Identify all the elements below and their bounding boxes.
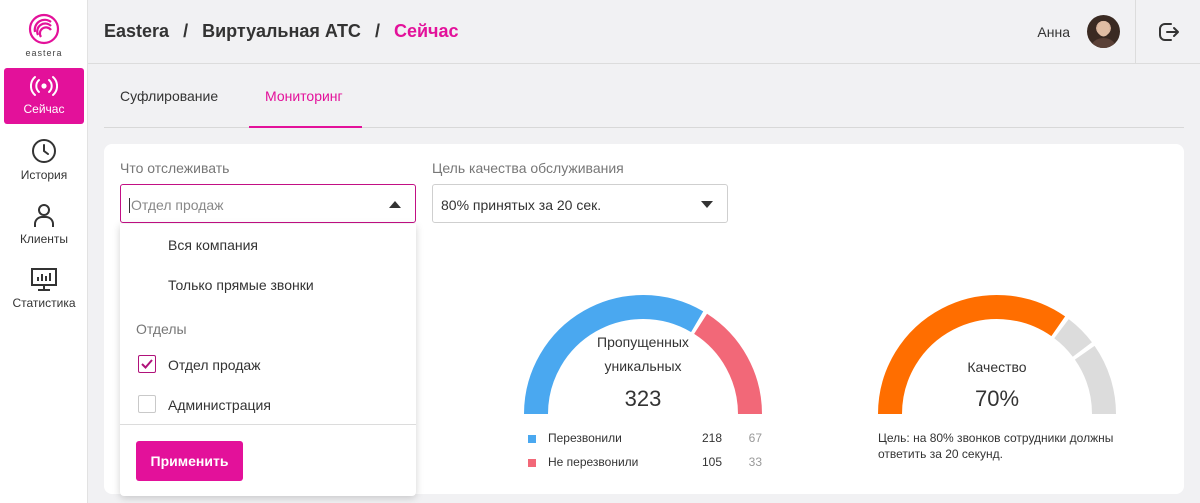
quality-gauge-title: Качество (967, 359, 1027, 375)
caret-down-icon (701, 201, 713, 208)
track-select[interactable]: Отдел продаж (120, 184, 416, 223)
track-label: Что отслеживать (120, 160, 230, 176)
sidebar-item-label: История (20, 168, 68, 182)
tab-monitoring[interactable]: Мониторинг (265, 88, 343, 104)
header: Eastera / Виртуальная АТС / Сейчас Анна (88, 0, 1200, 64)
tab-prompting[interactable]: Суфлирование (120, 88, 219, 104)
sidebar-item-clients[interactable]: Клиенты (4, 196, 84, 252)
avatar[interactable] (1087, 15, 1120, 48)
gauge-segment-target-gap (1053, 319, 1092, 358)
missed-gauge-title-line2: уникальных (604, 358, 682, 374)
legend-extra: 67 (748, 431, 762, 445)
legend-row-not-called-back: Не перезвонили 105 33 (528, 455, 768, 471)
text-cursor (129, 198, 130, 213)
tab-bar: Суфлирование Мониторинг (104, 64, 1184, 128)
logo-text: eastera (25, 48, 63, 58)
sidebar-item-label: Сейчас (23, 102, 65, 116)
clock-icon (32, 139, 56, 163)
gauge-segment-called-back (524, 295, 704, 415)
sidebar-item-label: Клиенты (19, 232, 69, 246)
breadcrumb-item-current: Сейчас (393, 21, 459, 41)
sidebar-item-now[interactable]: Сейчас (4, 68, 84, 124)
legend-label: Не перезвонили (548, 455, 639, 469)
breadcrumb: Eastera / Виртуальная АТС / Сейчас (104, 21, 459, 42)
track-select-value: Отдел продаж (131, 197, 224, 213)
checkmark-icon (141, 359, 153, 369)
quality-note: Цель: на 80% звонков сотрудники должны о… (878, 431, 1114, 461)
quality-goal-value: 80% принятых за 20 сек. (441, 197, 602, 213)
eastera-logo-icon (28, 13, 60, 45)
quality-goal-select[interactable]: 80% принятых за 20 сек. (432, 184, 728, 223)
tab-active-indicator (249, 126, 362, 128)
legend-row-called-back: Перезвонили 218 67 (528, 431, 768, 447)
legend-value: 105 (701, 455, 722, 469)
gauge-segment-quality (878, 295, 1066, 415)
quality-gauge (878, 295, 1116, 415)
header-divider (1135, 0, 1136, 64)
apply-button[interactable]: Применить (136, 441, 243, 481)
sidebar-item-history[interactable]: История (4, 132, 84, 188)
logout-icon[interactable] (1158, 21, 1180, 43)
department-sales-label[interactable]: Отдел продаж (168, 357, 261, 373)
dropdown-divider (120, 424, 416, 425)
legend-extra: 33 (748, 455, 762, 469)
option-whole-company[interactable]: Вся компания (168, 237, 259, 253)
breadcrumb-separator: / (183, 21, 189, 41)
avatar-photo-icon (1091, 21, 1116, 48)
missed-gauge-title-line1: Пропущенных (597, 334, 689, 350)
department-admin-label[interactable]: Администрация (168, 397, 271, 413)
missed-gauge-value: 323 (624, 386, 662, 411)
gauge-segment-not-called-back (693, 313, 762, 415)
user-name[interactable]: Анна (1037, 24, 1070, 40)
gauge-segment-remainder (1074, 345, 1116, 415)
logo[interactable]: eastera (0, 12, 88, 58)
checkbox-sales-dept[interactable] (138, 355, 156, 373)
quality-goal-label: Цель качества обслуживания (432, 160, 624, 176)
breadcrumb-separator: / (374, 21, 380, 41)
legend-swatch-red (528, 459, 536, 467)
breadcrumb-item-pbx[interactable]: Виртуальная АТС (202, 21, 361, 41)
legend-swatch-blue (528, 435, 536, 443)
departments-group-label: Отделы (136, 321, 187, 337)
legend-value: 218 (701, 431, 722, 445)
quality-gauge-value: 70% (974, 386, 1020, 411)
sidebar-item-statistics[interactable]: Статистика (4, 260, 84, 316)
missed-calls-gauge (524, 295, 762, 415)
sidebar-item-label: Статистика (12, 296, 76, 310)
caret-up-icon (389, 201, 401, 208)
missed-gauge-title: Пропущенных уникальных (583, 330, 703, 378)
option-direct-calls[interactable]: Только прямые звонки (168, 277, 314, 293)
checkbox-administration[interactable] (138, 395, 156, 413)
sidebar: eastera Сейчас История Клиенты (0, 0, 88, 503)
track-dropdown-menu: Вся компания Только прямые звонки Отделы… (120, 224, 416, 496)
user-icon (34, 204, 54, 227)
broadcast-icon (30, 76, 58, 96)
breadcrumb-item-eastera[interactable]: Eastera (104, 21, 170, 41)
chart-monitor-icon (31, 268, 57, 291)
legend-label: Перезвонили (548, 431, 622, 445)
